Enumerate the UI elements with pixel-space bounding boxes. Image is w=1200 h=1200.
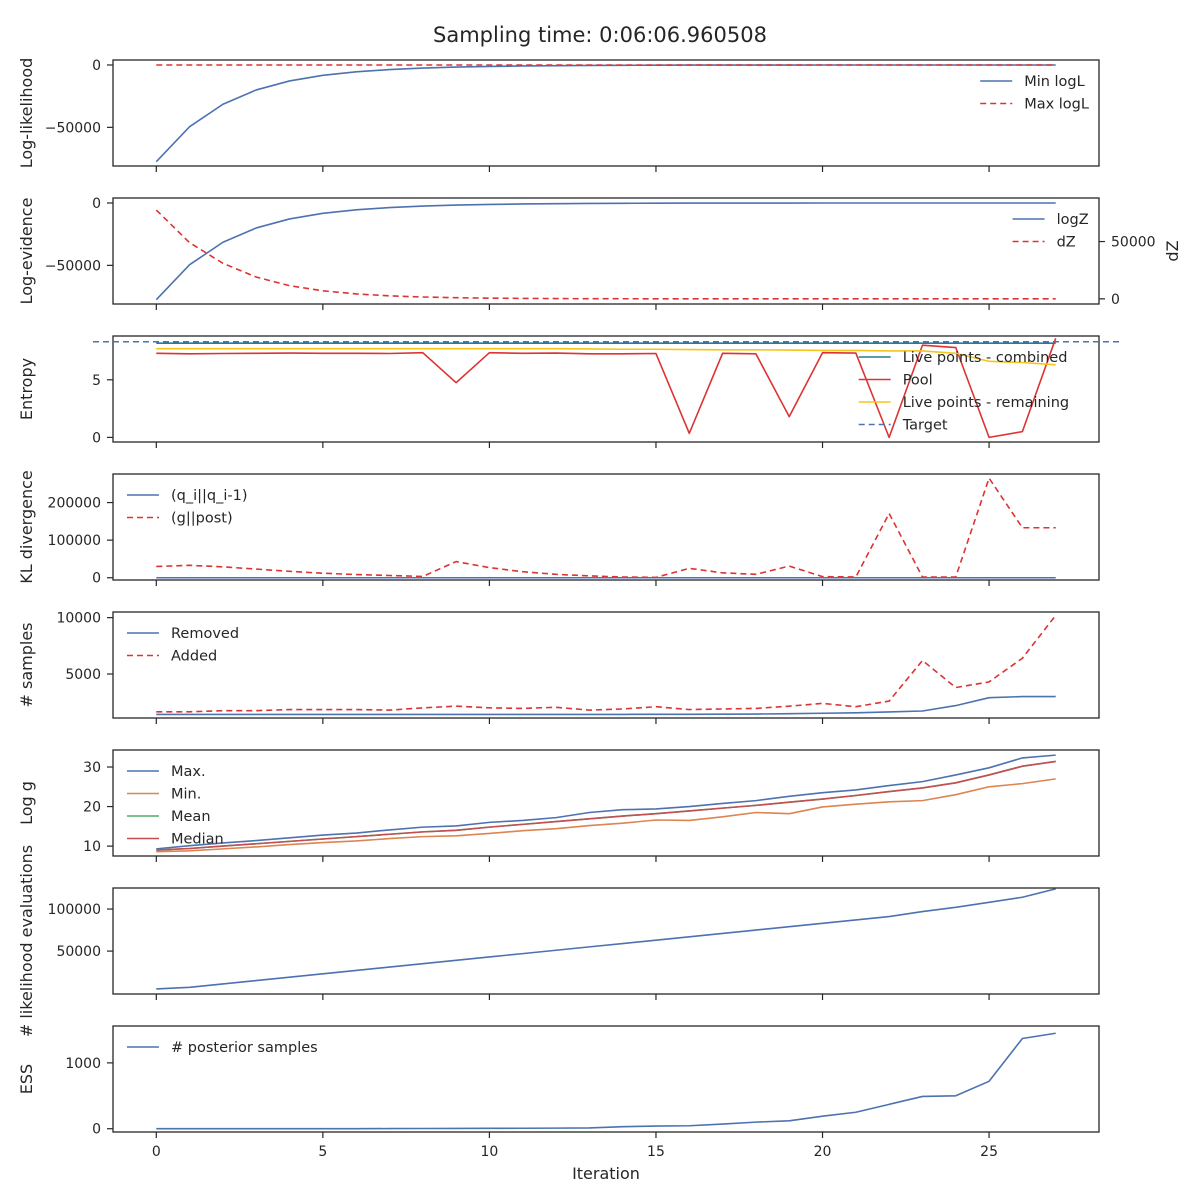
legend-label: Added [171,649,217,665]
series-kl-1 [156,477,1056,579]
plot-area [155,202,1056,301]
legend-label: Median [171,832,224,848]
x-tick-label: 10 [480,1144,498,1160]
y-tick-label: 10000 [56,611,101,627]
y-tick-label: −50000 [45,258,101,274]
series-samples-0 [156,695,1056,716]
y-tick-label: 0 [92,1122,101,1138]
series-logg-3 [156,760,1056,851]
series-likeevals-0 [156,888,1056,990]
plot-frame [112,335,1100,443]
legend-label: Max. [171,764,206,780]
y-tick-label: 200000 [48,496,101,512]
x-tick-label: 25 [980,1144,998,1160]
y2-axis-label: dZ [1163,240,1182,261]
y-tick-label: 5 [92,373,101,389]
panel-likeevals: 50000 100000 # likelihood evaluations [17,845,1100,1037]
legend-label: Pool [903,373,933,389]
x-tick-label: 15 [647,1144,665,1160]
legend-label: Removed [171,626,239,642]
plot-area [155,64,1056,163]
series-loglike-0 [155,64,1056,163]
y-axis-label: ESS [17,1064,36,1094]
panel-ess: 0 1000 ESS 0 5 10 15 20 25 # posterior samples [17,1025,1100,1160]
chart-title: Sampling time: 0:06:06.960508 [433,23,767,47]
panel-loglike: 0 −50000 Log-likelihood Min logL Max logL [17,58,1100,172]
plot-frame [112,611,1100,719]
plot-area [156,477,1056,579]
x-tick-label: 5 [318,1144,327,1160]
y-axis-label: Log-evidence [17,198,36,305]
y-tick-label: 0 [92,58,101,74]
series-logz-0 [155,202,1056,301]
plot-frame [112,887,1100,995]
series-logg-0 [156,754,1056,850]
plot-area [156,888,1056,990]
series-logg-1 [156,778,1056,853]
plot-area [156,754,1056,853]
x-axis-label: Iteration [572,1164,640,1183]
legend-label: dZ [1057,235,1076,251]
plot-frame [112,59,1100,167]
series-entropy-1 [156,338,1057,439]
legend-label: Mean [171,809,211,825]
series-logz-1 [155,209,1056,300]
plot-frame [112,749,1100,857]
plot-frame [112,1025,1100,1133]
plot-frame [112,473,1100,581]
panel-entropy: 0 5 Entropy Live points - combined Pool Live … [17,335,1100,448]
legend-label: Live points - remaining [903,395,1069,411]
y-axis-label: Entropy [17,358,36,420]
legend-label: Live points - combined [903,350,1068,366]
legend-label: (q_i||q_i-1) [171,488,248,504]
y-tick-label: 20 [83,800,101,816]
panel-logg: 10 20 30 Log g Max. Min. Mean Median [17,749,1100,862]
y-axis-label: # likelihood evaluations [17,845,36,1037]
y-tick-label: 1000 [65,1056,101,1072]
legend-label: Max logL [1024,97,1089,113]
plot-area [156,614,1057,716]
y-axis-label: KL divergence [17,470,36,583]
legend-label: (g||post) [171,511,233,527]
y-tick-label: 0 [92,196,101,212]
plot-frame [112,197,1100,305]
y-tick-label: 100000 [48,902,101,918]
y-axis-label: Log g [17,781,36,825]
y-tick-label: 0 [92,571,101,587]
legend-label: Target [902,418,948,434]
plot-area [156,338,1057,439]
x-tick-label: 20 [814,1144,832,1160]
panel-samples: 5000 10000 # samples Removed Added [17,611,1100,724]
panel-logz: 0 −50000 Log-evidence 0 50000 dZ logZ dZ [17,196,1182,310]
y-tick-label: 0 [92,430,101,446]
y-tick-label: 100000 [48,533,101,549]
legend-label: Min. [171,787,201,803]
series-ess-0 [156,1032,1056,1130]
y2-tick-label: 50000 [1111,235,1156,251]
y-axis-label: Log-likelihood [17,58,36,169]
y2-tick-label: 0 [1111,292,1120,308]
series-entropy-2 [156,347,1056,366]
legend-label: logZ [1057,212,1089,228]
y-tick-label: 30 [83,760,101,776]
plot-area [156,1032,1056,1130]
legend-label: Min logL [1024,74,1085,90]
y-tick-label: 5000 [65,667,101,683]
panel-kl: 0 100000 200000 KL divergence (q_i||q_i-1) (g… [17,470,1100,587]
series-samples-1 [156,614,1057,713]
y-tick-label: 50000 [56,944,101,960]
legend-label: # posterior samples [171,1040,318,1056]
y-tick-label: −50000 [45,120,101,136]
x-tick-label: 0 [152,1144,161,1160]
y-tick-label: 10 [83,839,101,855]
y-axis-label: # samples [17,623,36,708]
